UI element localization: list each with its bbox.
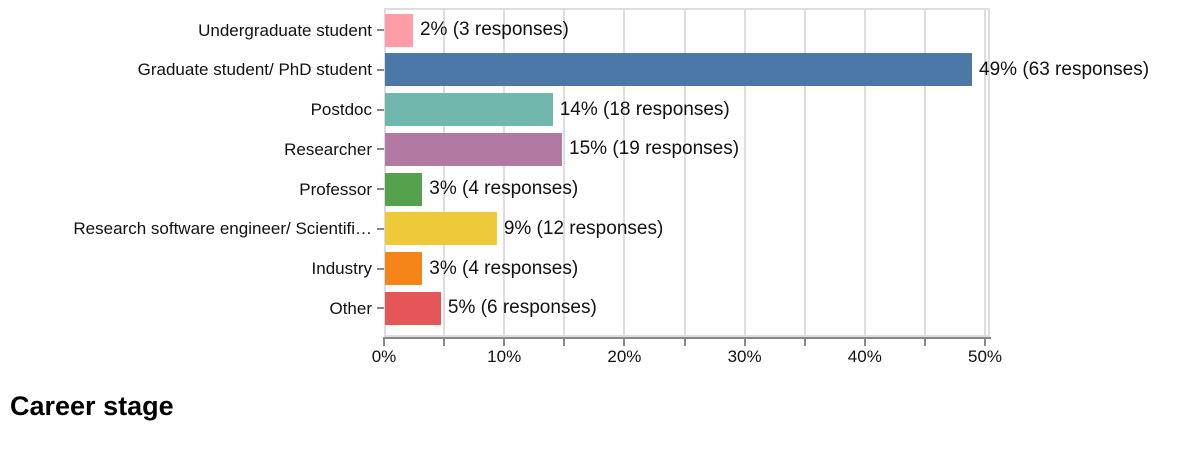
category-axis-tick (377, 148, 384, 151)
gridline (563, 10, 566, 335)
x-axis-tick (743, 337, 746, 346)
value-label: 14% (18 responses) (559, 98, 730, 120)
value-label: 2% (3 responses) (419, 19, 569, 40)
chart-title: Career stage (10, 391, 174, 421)
bar (385, 212, 497, 246)
x-axis-tick (563, 337, 566, 346)
category-label: Industry (311, 259, 372, 278)
gridline (443, 10, 446, 335)
bar (385, 172, 423, 206)
bar (385, 132, 563, 166)
x-axis-tick (503, 337, 506, 346)
category-label: Graduate student/ PhD student (137, 60, 372, 80)
x-axis-tick (803, 337, 806, 346)
gridline (743, 10, 746, 335)
gridline (863, 10, 866, 335)
bar (385, 252, 423, 285)
x-axis-tick (443, 337, 446, 346)
category-axis-tick (377, 29, 384, 31)
category-axis-tick (377, 267, 384, 270)
category-axis-tick (377, 307, 384, 310)
x-axis-tick-label: 20% (607, 347, 642, 366)
x-axis-tick-label: 30% (727, 347, 762, 366)
bar (385, 53, 973, 87)
category-label: Research software engineer/ Scientifi… (73, 219, 372, 239)
category-label: Undergraduate student (198, 20, 372, 40)
x-axis-tick (863, 337, 866, 346)
category-axis-tick (377, 68, 384, 71)
x-axis-tick-label: 0% (371, 347, 397, 366)
category-axis-tick (377, 188, 384, 190)
bar (385, 13, 413, 47)
category-label: Researcher (284, 139, 372, 159)
value-label: 3% (4 responses) (429, 178, 579, 199)
x-axis-tick (923, 337, 926, 346)
bar (385, 93, 553, 126)
x-axis-tick (683, 337, 686, 346)
value-label: 5% (6 responses) (447, 297, 597, 319)
category-axis-tick (377, 227, 384, 230)
gridline (984, 10, 986, 335)
x-axis-tick-label: 40% (847, 347, 882, 366)
x-axis-line (384, 337, 991, 339)
gridline (803, 10, 806, 335)
category-label: Professor (299, 179, 372, 199)
x-axis-tick-label: 50% (967, 347, 1003, 366)
value-label: 3% (4 responses) (429, 257, 579, 279)
x-axis-tick (984, 337, 986, 346)
bar (385, 291, 441, 325)
gridline (923, 10, 926, 335)
x-axis-tick (623, 337, 626, 346)
gridline (503, 10, 506, 335)
x-axis-tick (383, 337, 385, 346)
value-label: 9% (12 responses) (503, 217, 664, 239)
value-label: 15% (19 responses) (569, 138, 740, 160)
value-label: 49% (63 responses) (979, 58, 1150, 80)
x-axis-tick-label: 10% (487, 347, 522, 366)
category-label: Other (329, 298, 372, 318)
category-label: Postdoc (310, 100, 372, 119)
gridline (623, 10, 626, 335)
gridline (683, 10, 686, 335)
category-axis-tick (377, 108, 384, 111)
